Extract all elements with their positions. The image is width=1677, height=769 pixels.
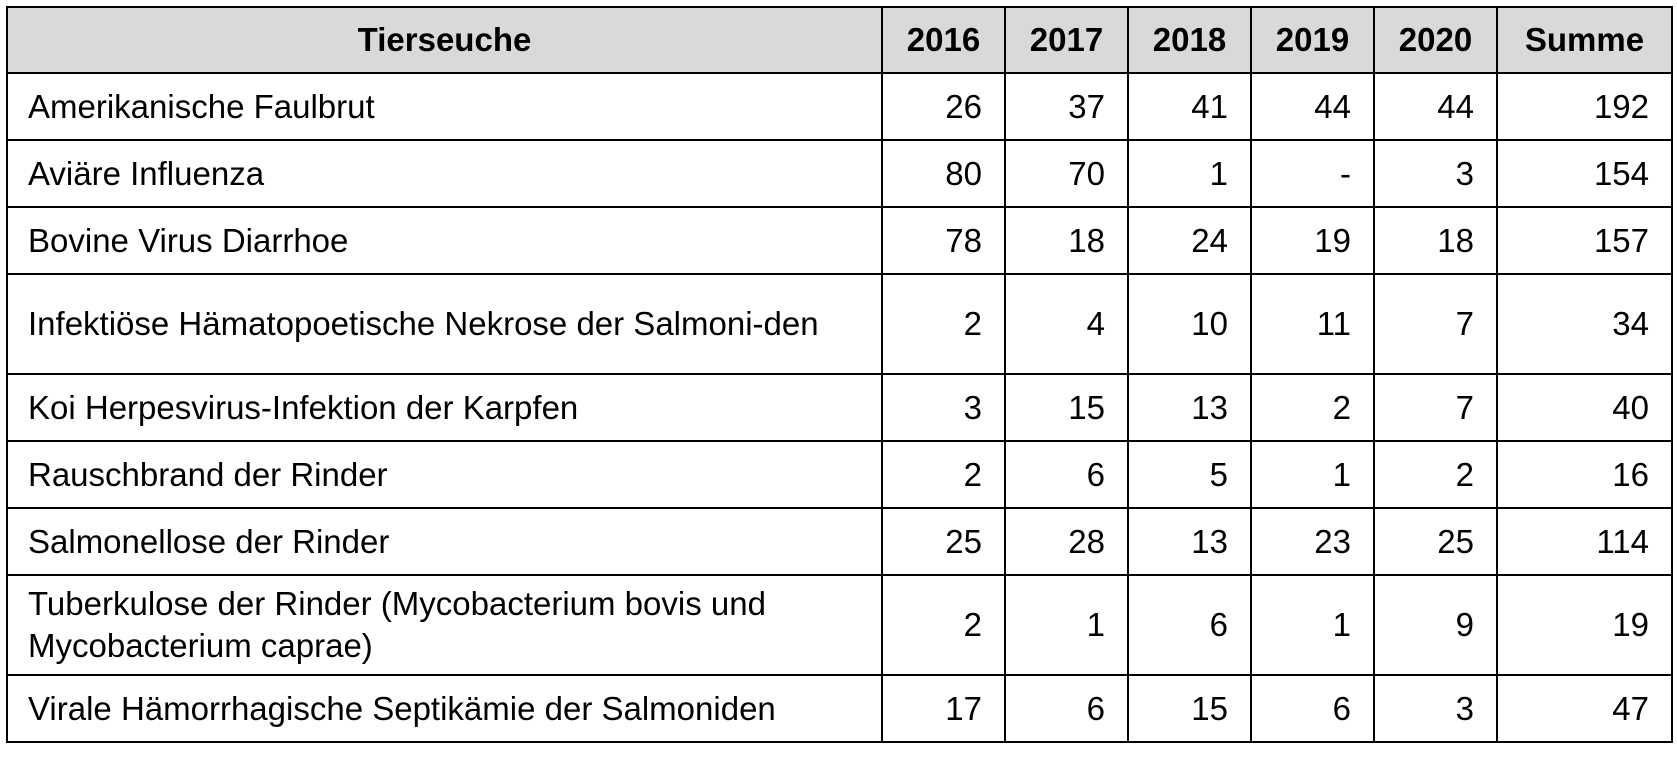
table-row: Infektiöse Hämatopoetische Nekrose der S…	[6, 273, 1673, 375]
table-row: Virale Hämorrhagische Septikämie der Sal…	[6, 674, 1673, 743]
value-2018: 13	[1127, 507, 1252, 576]
disease-name: Aviäre Influenza	[6, 139, 883, 208]
value-summe: 40	[1496, 373, 1673, 442]
disease-name: Rauschbrand der Rinder	[6, 440, 883, 509]
value-2020: 2	[1373, 440, 1498, 509]
value-2018: 13	[1127, 373, 1252, 442]
value-2018: 5	[1127, 440, 1252, 509]
value-2018: 15	[1127, 674, 1252, 743]
value-2020: 18	[1373, 206, 1498, 275]
table-row: Salmonellose der Rinder 25 28 13 23 25 1…	[6, 507, 1673, 576]
value-summe: 19	[1496, 574, 1673, 676]
disease-table: Tierseuche 2016 2017 2018 2019 2020 Summ…	[6, 6, 1673, 743]
value-2018: 24	[1127, 206, 1252, 275]
value-2019: 6	[1250, 674, 1375, 743]
table-row: Amerikanische Faulbrut 26 37 41 44 44 19…	[6, 72, 1673, 141]
value-2016: 2	[881, 273, 1006, 375]
header-year-2017: 2017	[1004, 6, 1129, 74]
value-summe: 47	[1496, 674, 1673, 743]
value-2019: 1	[1250, 440, 1375, 509]
disease-name: Tuberkulose der Rinder (Mycobacterium bo…	[6, 574, 883, 676]
value-2016: 17	[881, 674, 1006, 743]
value-2016: 78	[881, 206, 1006, 275]
table-row: Bovine Virus Diarrhoe 78 18 24 19 18 157	[6, 206, 1673, 275]
value-2020: 7	[1373, 373, 1498, 442]
value-summe: 157	[1496, 206, 1673, 275]
header-year-2018: 2018	[1127, 6, 1252, 74]
value-2017: 6	[1004, 440, 1129, 509]
value-2018: 6	[1127, 574, 1252, 676]
value-summe: 192	[1496, 72, 1673, 141]
value-2019: 11	[1250, 273, 1375, 375]
value-2018: 1	[1127, 139, 1252, 208]
value-2017: 6	[1004, 674, 1129, 743]
value-2017: 70	[1004, 139, 1129, 208]
disease-name: Infektiöse Hämatopoetische Nekrose der S…	[6, 273, 883, 375]
table-row: Aviäre Influenza 80 70 1 - 3 154	[6, 139, 1673, 208]
value-2019: 1	[1250, 574, 1375, 676]
value-2016: 26	[881, 72, 1006, 141]
value-2020: 44	[1373, 72, 1498, 141]
header-tierseuche: Tierseuche	[6, 6, 883, 74]
header-year-2019: 2019	[1250, 6, 1375, 74]
disease-name: Amerikanische Faulbrut	[6, 72, 883, 141]
value-summe: 114	[1496, 507, 1673, 576]
value-summe: 16	[1496, 440, 1673, 509]
value-2016: 3	[881, 373, 1006, 442]
value-2020: 3	[1373, 674, 1498, 743]
value-summe: 154	[1496, 139, 1673, 208]
value-2019: 23	[1250, 507, 1375, 576]
value-2020: 25	[1373, 507, 1498, 576]
disease-name: Bovine Virus Diarrhoe	[6, 206, 883, 275]
disease-name: Virale Hämorrhagische Septikämie der Sal…	[6, 674, 883, 743]
value-2017: 37	[1004, 72, 1129, 141]
table-body: Amerikanische Faulbrut 26 37 41 44 44 19…	[6, 72, 1673, 743]
header-year-2020: 2020	[1373, 6, 1498, 74]
value-2017: 28	[1004, 507, 1129, 576]
table-row: Tuberkulose der Rinder (Mycobacterium bo…	[6, 574, 1673, 676]
value-2020: 3	[1373, 139, 1498, 208]
value-2020: 7	[1373, 273, 1498, 375]
header-row: Tierseuche 2016 2017 2018 2019 2020 Summ…	[6, 6, 1673, 74]
value-2016: 80	[881, 139, 1006, 208]
value-2017: 18	[1004, 206, 1129, 275]
header-summe: Summe	[1496, 6, 1673, 74]
disease-name: Salmonellose der Rinder	[6, 507, 883, 576]
table-row: Rauschbrand der Rinder 2 6 5 1 2 16	[6, 440, 1673, 509]
header-year-2016: 2016	[881, 6, 1006, 74]
value-2019: 19	[1250, 206, 1375, 275]
value-2019: 44	[1250, 72, 1375, 141]
value-2020: 9	[1373, 574, 1498, 676]
table-header: Tierseuche 2016 2017 2018 2019 2020 Summ…	[6, 6, 1673, 74]
value-2017: 1	[1004, 574, 1129, 676]
value-2016: 25	[881, 507, 1006, 576]
value-summe: 34	[1496, 273, 1673, 375]
value-2017: 15	[1004, 373, 1129, 442]
value-2016: 2	[881, 574, 1006, 676]
value-2017: 4	[1004, 273, 1129, 375]
value-2018: 10	[1127, 273, 1252, 375]
value-2016: 2	[881, 440, 1006, 509]
disease-name: Koi Herpesvirus-Infektion der Karpfen	[6, 373, 883, 442]
value-2019: -	[1250, 139, 1375, 208]
value-2019: 2	[1250, 373, 1375, 442]
table-row: Koi Herpesvirus-Infektion der Karpfen 3 …	[6, 373, 1673, 442]
value-2018: 41	[1127, 72, 1252, 141]
